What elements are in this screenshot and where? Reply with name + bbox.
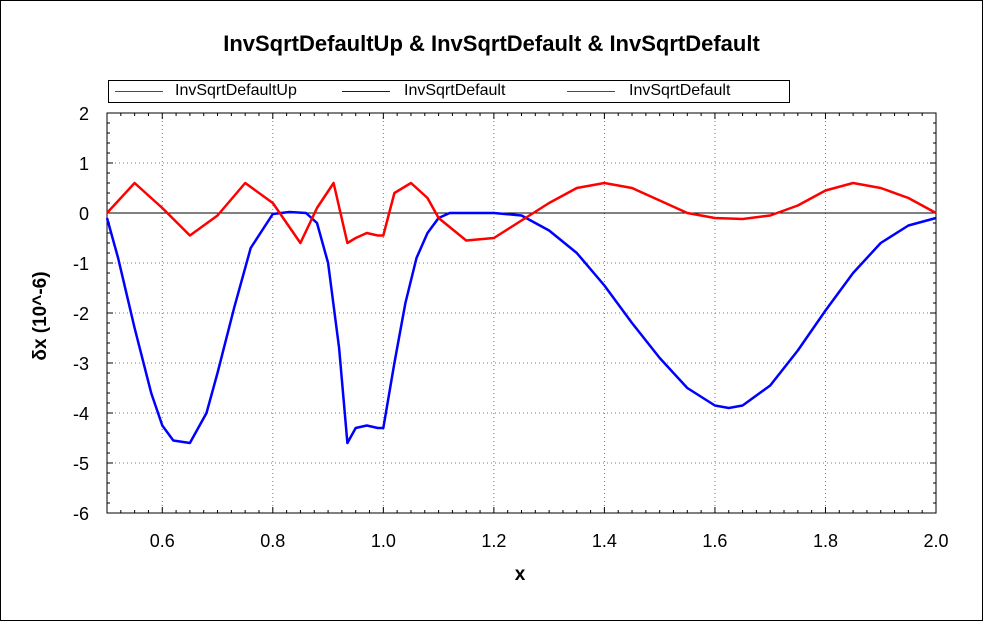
x-tick-label: 0.6 (150, 531, 175, 551)
series-line-2 (105, 210, 937, 445)
x-tick-label: 1.6 (702, 531, 727, 551)
x-tick-label: 1.4 (592, 531, 617, 551)
legend-label-2: InvSqrtDefault (404, 82, 506, 99)
x-tick-label: 1.8 (813, 531, 838, 551)
series-line-1 (106, 181, 937, 245)
y-tick-label: -2 (73, 304, 89, 324)
y-tick-label: 2 (79, 104, 89, 124)
y-tick-label: -6 (73, 504, 89, 524)
y-tick-label: -4 (73, 404, 89, 424)
legend: InvSqrtDefaultUp InvSqrtDefault InvSqrtD… (108, 80, 790, 103)
x-tick-label: 1.2 (481, 531, 506, 551)
legend-swatch-2 (342, 91, 390, 92)
legend-label-1: InvSqrtDefaultUp (175, 82, 297, 99)
y-tick-label: 1 (79, 154, 89, 174)
y-tick-label: -3 (73, 354, 89, 374)
legend-label-3: InvSqrtDefault (629, 82, 731, 99)
y-tick-label: 0 (79, 204, 89, 224)
x-tick-label: 0.8 (260, 531, 285, 551)
x-tick-label: 2.0 (923, 531, 948, 551)
legend-swatch-1 (115, 91, 163, 92)
x-axis-label: x (514, 564, 526, 585)
y-tick-label: -1 (73, 254, 89, 274)
chart-title: InvSqrtDefaultUp & InvSqrtDefault & InvS… (223, 31, 760, 56)
x-tick-label: 1.0 (371, 531, 396, 551)
legend-swatch-3 (567, 91, 615, 92)
y-tick-label: -5 (73, 454, 89, 474)
